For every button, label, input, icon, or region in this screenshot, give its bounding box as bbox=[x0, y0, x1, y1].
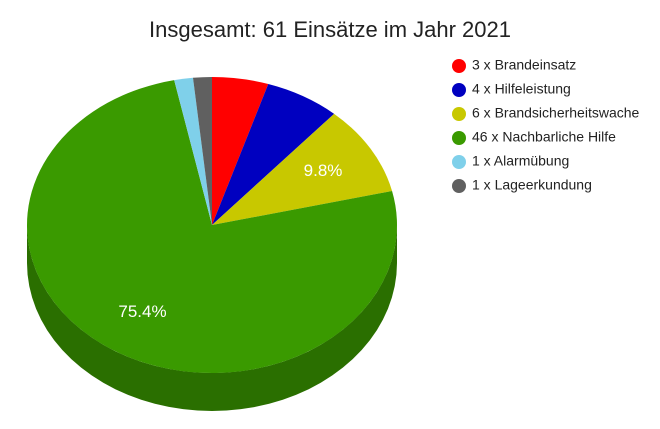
legend-label: 3 x Brandeinsatz bbox=[472, 57, 576, 73]
legend-swatch bbox=[452, 83, 466, 97]
legend-swatch bbox=[452, 107, 466, 121]
legend-label: 1 x Alarmübung bbox=[472, 153, 569, 169]
value-label: 75.4% bbox=[118, 302, 166, 321]
legend-label: 6 x Brandsicherheitswache bbox=[472, 105, 640, 121]
pie-side bbox=[27, 225, 397, 411]
value-label: 9.8% bbox=[304, 161, 343, 180]
pie-slice bbox=[174, 77, 212, 225]
legend-label: 46 x Nachbarliche Hilfe bbox=[472, 129, 616, 145]
legend-swatch bbox=[452, 179, 466, 193]
legend-swatch bbox=[452, 59, 466, 73]
legend-swatch bbox=[452, 155, 466, 169]
legend-label: 1 x Lageerkundung bbox=[472, 177, 592, 193]
legend-swatch bbox=[452, 131, 466, 145]
chart-title: Insgesamt: 61 Einsätze im Jahr 2021 bbox=[149, 17, 511, 42]
legend-label: 4 x Hilfeleistung bbox=[472, 81, 571, 97]
pie-slice bbox=[212, 113, 393, 225]
pie-slice bbox=[27, 80, 398, 373]
pie-slice bbox=[192, 77, 212, 225]
pie-slice bbox=[212, 77, 269, 225]
pie-slice bbox=[212, 84, 335, 225]
